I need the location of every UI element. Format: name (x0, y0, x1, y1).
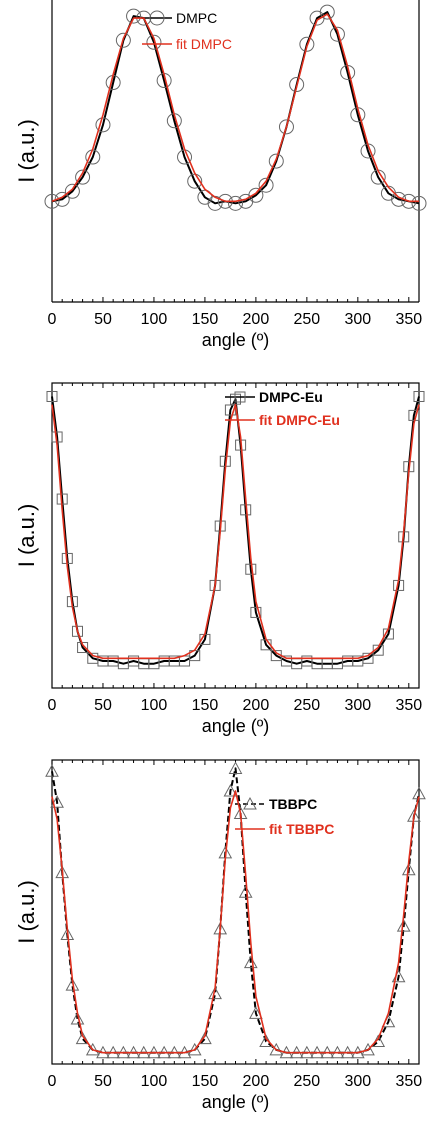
x-tick-label: 150 (192, 311, 219, 328)
data-point-marker (75, 1031, 90, 1045)
data-point-marker (319, 4, 335, 20)
data-point-marker (299, 36, 315, 52)
x-tick-label: 0 (48, 697, 57, 714)
x-tick-label: 50 (94, 1073, 112, 1090)
x-tick-label: 250 (294, 1073, 321, 1090)
data-point-marker (411, 195, 427, 211)
x-tick-label: 0 (48, 311, 57, 328)
fit-series-line (51, 790, 420, 1054)
data-point-marker (224, 404, 236, 416)
legend-label: DMPC (176, 10, 217, 26)
data-point-marker (248, 187, 264, 203)
legend-label: DMPC-Eu (259, 389, 323, 405)
data-point-marker (126, 8, 142, 24)
data-point-marker (75, 169, 91, 185)
data-point-marker (269, 1042, 284, 1056)
data-point-marker (45, 764, 59, 777)
data-series-line (51, 11, 420, 205)
data-series-line (51, 396, 420, 665)
data-point-marker (268, 153, 284, 169)
legend-label: fit TBBPC (269, 821, 334, 837)
data-point-marker (44, 193, 60, 209)
x-tick-label: 300 (344, 697, 371, 714)
x-tick-label: 250 (294, 697, 321, 714)
data-series-line (51, 767, 420, 1054)
data-point-marker (71, 625, 83, 637)
x-tick-label: 150 (192, 697, 219, 714)
data-point-marker (413, 390, 425, 402)
x-tick-label: 250 (294, 311, 321, 328)
data-point-marker (361, 1042, 375, 1056)
legend-label: fit DMPC-Eu (259, 412, 340, 428)
data-point-marker (70, 1011, 85, 1025)
data-point-marker (408, 409, 420, 421)
x-axis-label: angle (º) (202, 1092, 270, 1112)
data-point-marker (289, 77, 305, 93)
data-point-marker (228, 761, 243, 774)
legend-label: fit DMPC (176, 36, 232, 52)
x-tick-label: 0 (48, 1073, 57, 1090)
legend-label: TBBPC (269, 796, 317, 812)
x-tick-label: 50 (94, 697, 112, 714)
plot-frame (51, 759, 420, 1065)
data-point-marker (258, 177, 274, 193)
data-point-marker (65, 978, 80, 991)
x-axis-label: angle (º) (202, 330, 270, 350)
data-point-marker (249, 1006, 263, 1019)
x-tick-label: 100 (141, 697, 168, 714)
data-point-marker (243, 955, 258, 969)
data-point-marker (278, 119, 294, 135)
data-point-marker (362, 652, 374, 664)
chart-panel-2: 0 50 100 150 200 250 300 350 angle (º) I (a.u.) DM… (14, 382, 425, 736)
data-point-marker (187, 1042, 202, 1056)
y-axis-label: I (a.u.) (14, 504, 39, 568)
x-tick-label: 300 (344, 311, 371, 328)
y-axis-label: I (a.u.) (14, 119, 39, 183)
x-tick-label: 150 (192, 1073, 219, 1090)
legend-swatch-marker (149, 10, 165, 26)
fit-series-line (51, 403, 420, 660)
x-tick-label: 300 (344, 1073, 371, 1090)
data-point-marker (115, 32, 131, 48)
data-point-marker (401, 862, 416, 876)
x-tick-label: 50 (94, 311, 112, 328)
data-point-marker (198, 1031, 212, 1045)
legend-swatch-marker (234, 391, 246, 403)
y-axis-label: I (a.u.) (14, 880, 39, 944)
fit-series-line (51, 13, 419, 203)
x-tick-label: 350 (395, 697, 422, 714)
data-point-marker (46, 390, 58, 402)
data-point-marker (223, 783, 238, 797)
data-point-marker (396, 919, 411, 932)
data-point-marker (95, 117, 111, 133)
data-point-marker (228, 195, 243, 211)
x-tick-label: 350 (395, 1073, 422, 1090)
x-axis-label: angle (º) (202, 716, 270, 736)
x-tick-label: 350 (395, 311, 422, 328)
x-tick-label: 100 (141, 311, 168, 328)
data-point-marker (250, 606, 262, 618)
data-point-marker (372, 644, 384, 656)
x-tick-label: 200 (243, 697, 270, 714)
chart-panel-1: 0 50 100 150 200 250 300 350 angle (º) I (a.u.) DM… (14, 0, 427, 350)
data-point-marker (329, 26, 345, 42)
data-point-marker (64, 183, 80, 199)
data-point-marker (146, 34, 162, 50)
data-point-marker (85, 1042, 100, 1056)
data-point-marker (50, 795, 64, 808)
legend-swatch-marker (243, 796, 257, 810)
x-tick-label: 200 (243, 1073, 270, 1090)
x-tick-label: 100 (141, 1073, 168, 1090)
chart-panel-3: 0 50 100 150 200 250 300 350 angle (º) I (a.u.) TB… (14, 759, 426, 1112)
x-tick-label: 200 (243, 311, 270, 328)
plot-frame (51, 382, 420, 689)
data-point-marker (60, 927, 75, 941)
data-point-marker (208, 986, 222, 1000)
data-point-marker (238, 885, 253, 898)
